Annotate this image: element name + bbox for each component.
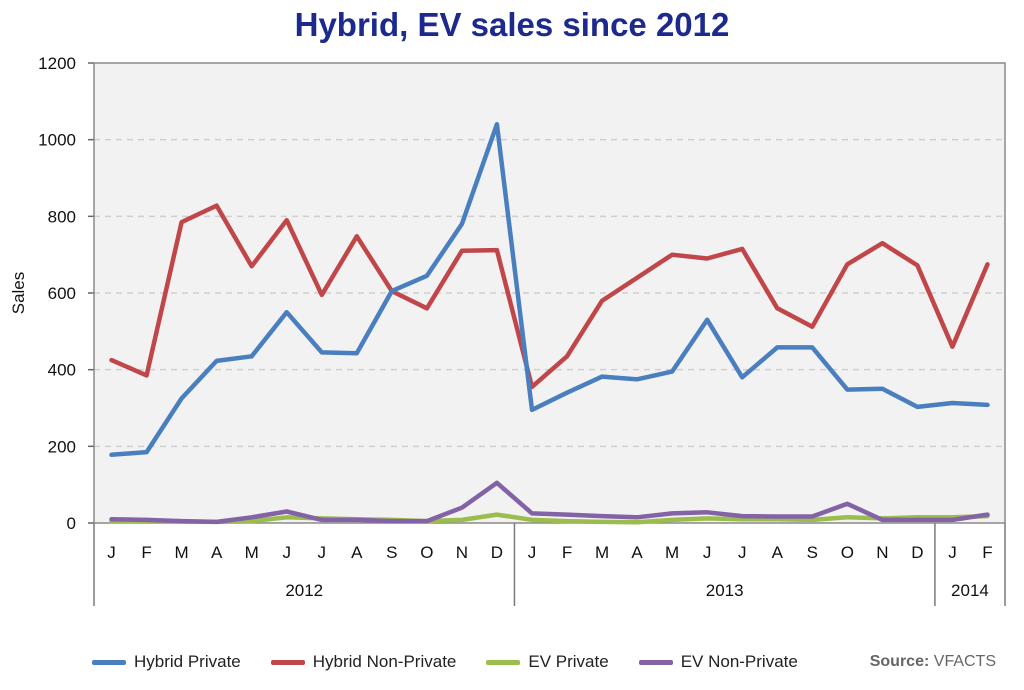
legend-label: EV Non-Private bbox=[680, 652, 798, 671]
x-tick-label: A bbox=[351, 543, 363, 562]
y-axis-label: Sales bbox=[9, 272, 28, 315]
year-label: 2013 bbox=[706, 581, 744, 600]
line-chart: 0 200 400 600 800 1000 1200 Sales J F M A M J J A S O N D J F… bbox=[9, 54, 1006, 606]
x-tick-label: M bbox=[595, 543, 609, 562]
y-tick-label: 1000 bbox=[38, 131, 76, 150]
x-tick-label: A bbox=[631, 543, 643, 562]
legend-swatch bbox=[486, 659, 521, 665]
legend-item-hybrid-non-private: Hybrid Non-Private bbox=[270, 652, 457, 672]
x-tick-label: S bbox=[386, 543, 397, 562]
x-tick-label: F bbox=[982, 543, 992, 562]
x-tick-label: J bbox=[282, 543, 291, 562]
x-tick-label: F bbox=[562, 543, 572, 562]
x-tick-label: N bbox=[456, 543, 468, 562]
x-tick-label: F bbox=[141, 543, 151, 562]
source-value: VFACTS bbox=[933, 653, 996, 670]
series-line-hybrid-private bbox=[109, 122, 990, 458]
legend-item-hybrid-private: Hybrid Private bbox=[92, 652, 241, 672]
y-tick-label: 200 bbox=[48, 437, 76, 456]
x-tick-label: O bbox=[841, 543, 854, 562]
legend-label: Hybrid Non-Private bbox=[312, 652, 457, 671]
x-tick-label: O bbox=[420, 543, 433, 562]
x-tick-label: M bbox=[245, 543, 259, 562]
series-line-hybrid-non-private bbox=[109, 203, 990, 390]
chart-title: Hybrid, EV sales since 2012 bbox=[294, 6, 730, 43]
legend-swatch bbox=[270, 659, 305, 665]
x-tick-label: D bbox=[911, 543, 923, 562]
x-tick-label: N bbox=[876, 543, 888, 562]
source-note: Source: VFACTS bbox=[870, 653, 996, 671]
x-tick-label: A bbox=[211, 543, 223, 562]
y-tick-label: 0 bbox=[67, 514, 76, 533]
x-tick-label: S bbox=[807, 543, 818, 562]
x-tick-label: A bbox=[772, 543, 784, 562]
source-label: Source: bbox=[869, 653, 930, 670]
legend-label: EV Private bbox=[528, 652, 609, 671]
x-tick-label: J bbox=[107, 543, 116, 562]
x-tick-label: J bbox=[528, 543, 537, 562]
legend-swatch bbox=[92, 659, 126, 665]
legend-label: Hybrid Private bbox=[134, 652, 241, 671]
x-tick-label: J bbox=[703, 543, 712, 562]
series-line-ev-private bbox=[109, 512, 990, 525]
y-tick-label: 800 bbox=[48, 207, 76, 226]
legend-item-ev-private: EV Private bbox=[486, 652, 609, 672]
x-tick-label: M bbox=[665, 543, 679, 562]
y-tick-label: 1200 bbox=[38, 54, 76, 73]
legend: Hybrid Private Hybrid Non-Private EV Pri… bbox=[92, 652, 828, 672]
x-tick-label: J bbox=[738, 543, 747, 562]
series-line-ev-non-private bbox=[109, 480, 990, 525]
y-tick-label: 600 bbox=[48, 284, 76, 303]
x-tick-label: M bbox=[175, 543, 189, 562]
x-tick-label: J bbox=[318, 543, 327, 562]
legend-item-ev-non-private: EV Non-Private bbox=[638, 652, 798, 672]
y-tick-label: 400 bbox=[48, 361, 76, 380]
plot-border bbox=[93, 62, 1006, 524]
year-label: 2014 bbox=[951, 581, 989, 600]
year-label: 2012 bbox=[285, 581, 323, 600]
legend-swatch bbox=[638, 659, 673, 665]
x-tick-label: D bbox=[491, 543, 503, 562]
x-tick-label: J bbox=[948, 543, 957, 562]
